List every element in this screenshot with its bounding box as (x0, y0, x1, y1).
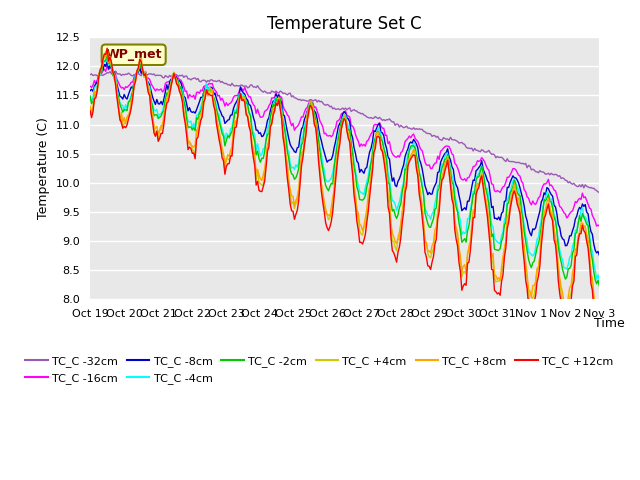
Title: Temperature Set C: Temperature Set C (268, 15, 422, 33)
X-axis label: Time: Time (595, 317, 625, 330)
Legend: TC_C -32cm, TC_C -16cm, TC_C -8cm, TC_C -4cm, TC_C -2cm, TC_C +4cm, TC_C +8cm, T: TC_C -32cm, TC_C -16cm, TC_C -8cm, TC_C … (21, 352, 618, 388)
Text: WP_met: WP_met (106, 48, 162, 61)
Y-axis label: Temperature (C): Temperature (C) (37, 117, 50, 219)
